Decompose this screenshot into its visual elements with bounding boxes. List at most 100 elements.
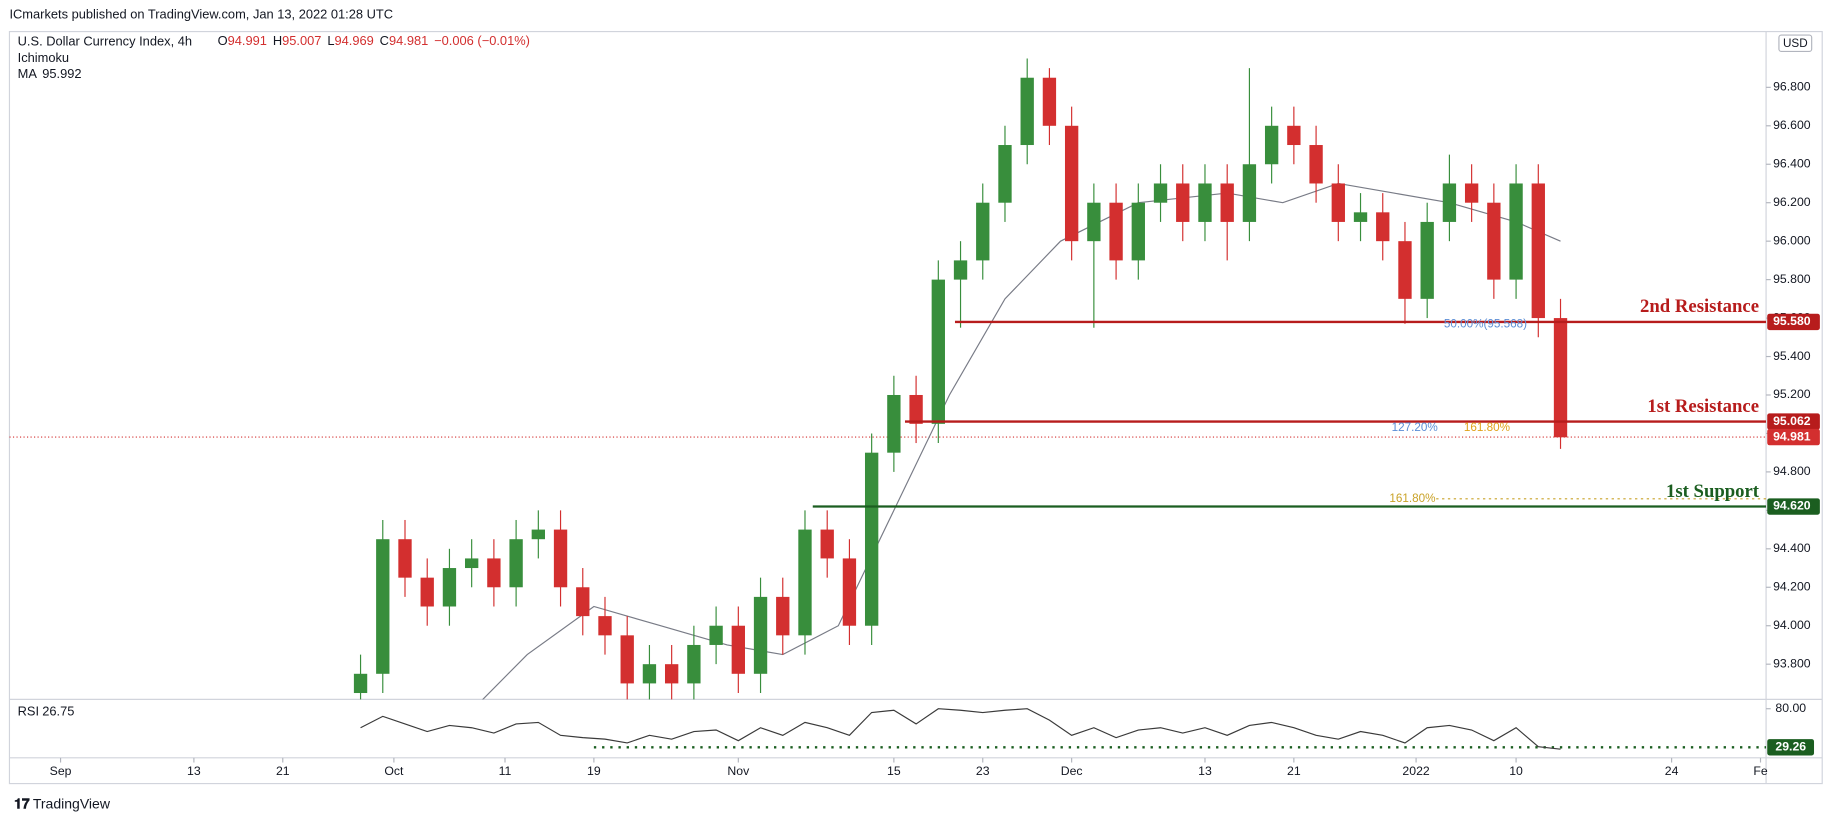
- candle-body: [1464, 183, 1479, 203]
- candle-body: [1398, 241, 1412, 299]
- price-badge: [1767, 428, 1820, 446]
- symbol-title: U.S. Dollar Currency Index, 4h: [18, 33, 192, 48]
- level-badge: [1767, 498, 1820, 515]
- x-tick-label: Dec: [1061, 764, 1083, 778]
- candle-body: [1509, 183, 1523, 280]
- publisher: ICmarkets published on TradingView.com, …: [9, 7, 393, 22]
- ohlc-part: 94.981: [389, 33, 428, 48]
- candle-body: [687, 644, 701, 684]
- candle-body: [1264, 125, 1279, 165]
- y-tick-label: 93.800: [1773, 656, 1811, 670]
- candle-body: [620, 635, 634, 684]
- ma-value: 95.992: [42, 66, 81, 81]
- candle-body: [1198, 183, 1212, 222]
- rsi-value: 26.75: [42, 704, 74, 719]
- candle-body: [1353, 212, 1368, 222]
- candle-body: [953, 260, 968, 280]
- candle-body: [553, 529, 568, 588]
- candle-body: [398, 539, 412, 578]
- indicator-name: Ichimoku: [18, 50, 69, 65]
- ohlc-part: C: [380, 33, 389, 48]
- level-label: 95.580: [1773, 314, 1811, 328]
- candle-body: [1064, 125, 1079, 242]
- fib-label: 161.80%: [1389, 492, 1435, 505]
- candle-body: [1153, 183, 1168, 203]
- fib-label: 50.00%(95.568): [1444, 317, 1527, 330]
- candle-body: [1420, 221, 1434, 299]
- x-tick-label: 15: [887, 764, 901, 778]
- candle-body: [1131, 202, 1145, 261]
- candle-body: [1287, 125, 1301, 146]
- candle-body: [376, 539, 390, 674]
- rsi-tick-label: 80.00: [1775, 701, 1806, 715]
- candle-body: [664, 664, 679, 684]
- y-tick-label: 96.200: [1773, 195, 1811, 209]
- candle-body: [820, 529, 834, 559]
- x-tick-label: 13: [187, 764, 201, 778]
- x-tick-label: 23: [976, 764, 990, 778]
- currency-badge: [1778, 34, 1813, 53]
- x-tick-label: 11: [499, 764, 512, 778]
- candle-body: [1531, 183, 1545, 319]
- candle-body: [509, 539, 523, 588]
- candle-body: [576, 587, 590, 617]
- level-label: 94.620: [1773, 499, 1811, 513]
- candle-body: [642, 664, 657, 684]
- candle-body: [709, 625, 723, 645]
- ohlc-part: O: [218, 33, 228, 48]
- y-tick-label: 96.600: [1773, 118, 1811, 132]
- rsi-level-label: 29.26: [1775, 740, 1806, 754]
- x-tick-label: 21: [1287, 764, 1301, 778]
- footer-brand: TradingView: [33, 795, 111, 811]
- candle-body: [931, 279, 945, 424]
- candle-body: [864, 452, 879, 626]
- ma-name: MA: [18, 66, 38, 81]
- x-tick-label: 24: [1665, 764, 1679, 778]
- candle-body: [776, 596, 790, 636]
- currency: USD: [1783, 37, 1808, 50]
- y-tick-label: 94.800: [1773, 464, 1811, 478]
- price-label: 94.981: [1773, 429, 1811, 443]
- fib-label: 161.80%: [1464, 421, 1510, 434]
- level-badge: [1767, 413, 1820, 430]
- level-badge: [1767, 313, 1820, 331]
- candle-body: [420, 577, 434, 607]
- candle-body: [798, 529, 812, 636]
- level-name: 2nd Resistance: [1640, 296, 1759, 317]
- candle-body: [887, 394, 901, 453]
- candle-body: [1331, 183, 1345, 222]
- x-tick-label: Sep: [50, 764, 72, 778]
- ohlc-part: L: [327, 33, 334, 48]
- x-tick-label: Fe: [1753, 764, 1767, 778]
- candle-body: [1109, 202, 1123, 261]
- x-tick-label: Nov: [727, 764, 750, 778]
- y-tick-label: 96.800: [1773, 80, 1811, 94]
- x-tick-label: 19: [587, 764, 601, 778]
- logo-mark: 𝟏𝟕: [14, 795, 30, 811]
- x-tick-label: 21: [276, 764, 290, 778]
- rsi-badge: [1767, 739, 1815, 756]
- candle-body: [909, 394, 923, 424]
- candle-body: [487, 558, 501, 588]
- fib-label: 127.20%: [1392, 421, 1438, 434]
- candle-body: [1487, 202, 1501, 280]
- y-tick-label: 95.800: [1773, 272, 1811, 286]
- ohlc-legend: O94.991 H95.007 L94.969 C94.981 −0.006 (−0.0…: [218, 33, 530, 48]
- ohlc-part: 94.991: [228, 33, 267, 48]
- candle-body: [1376, 212, 1390, 242]
- candle-body: [1242, 164, 1257, 222]
- candle-body: [976, 202, 990, 261]
- candle-body: [1220, 183, 1234, 222]
- candle-body: [842, 558, 857, 626]
- ohlc-part: 94.969: [334, 33, 373, 48]
- y-tick-label: 94.200: [1773, 580, 1811, 594]
- candle-body: [1020, 77, 1034, 146]
- candle-body: [1309, 145, 1323, 184]
- frame: [8, 30, 1823, 785]
- rsi-line: [360, 708, 1561, 750]
- candle-body: [1553, 318, 1568, 438]
- x-tick-label: 2022: [1402, 764, 1429, 778]
- ohlc-part: 95.007: [282, 33, 321, 48]
- candle-body: [1176, 183, 1190, 222]
